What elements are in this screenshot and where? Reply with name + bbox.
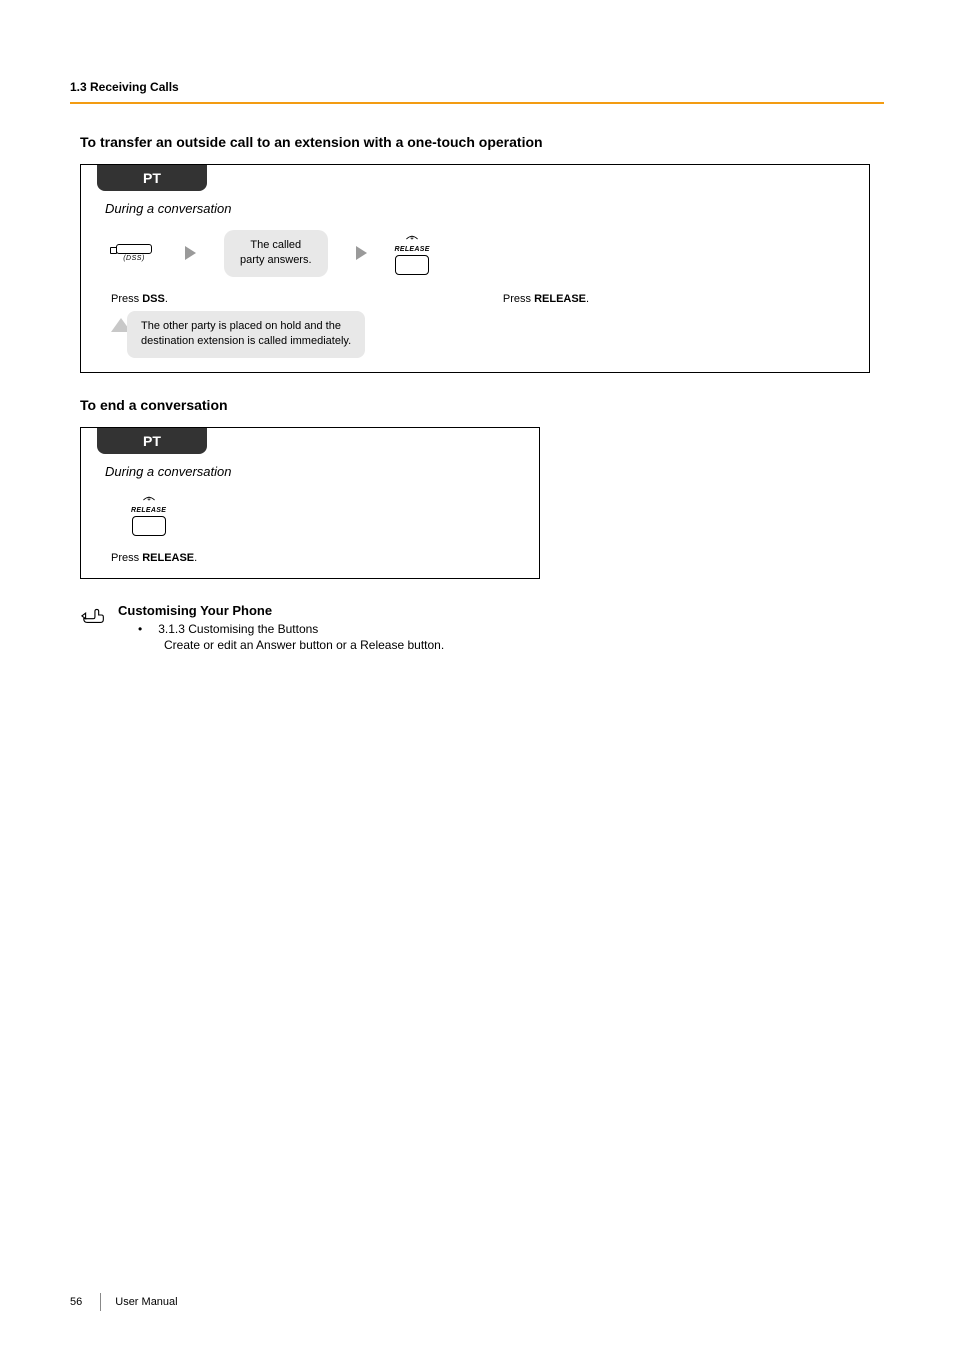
release-key-icon: RELEASE: [395, 232, 430, 275]
bullet-line: • 3.1.3 Customising the Buttons: [138, 622, 884, 636]
diagram-end-conversation: PT During a conversation RELEASE Press R…: [80, 427, 540, 579]
bullet-sub-text: Create or edit an Answer button or a Rel…: [164, 638, 884, 652]
press-release-label: Press RELEASE.: [111, 552, 539, 564]
footer-title: User Manual: [115, 1296, 177, 1308]
flow-row: (DSS) The called party answers. RELEASE: [111, 230, 869, 277]
pt-tab: PT: [97, 165, 207, 191]
diagram-transfer: PT During a conversation (DSS) The calle…: [80, 164, 870, 373]
pt-tab: PT: [97, 428, 207, 454]
hand-pointing-icon: [80, 605, 108, 630]
section2-title: To end a conversation: [80, 397, 884, 413]
callout-line2: party answers.: [240, 254, 312, 266]
dss-label: (DSS): [123, 255, 145, 262]
press-dss-label: Press DSS.: [111, 293, 168, 305]
section1-title: To transfer an outside call to an extens…: [80, 134, 884, 150]
customising-title: Customising Your Phone: [118, 603, 884, 618]
bullet-dot: •: [138, 622, 142, 636]
header-section-label: 1.3 Receiving Calls: [70, 80, 884, 94]
release-text: RELEASE: [131, 507, 166, 514]
release-text: RELEASE: [395, 246, 430, 253]
customising-section: Customising Your Phone • 3.1.3 Customisi…: [80, 603, 884, 652]
note-callout: The other party is placed on hold and th…: [111, 311, 869, 358]
footer-divider: [100, 1293, 101, 1311]
bullet-link-text: 3.1.3 Customising the Buttons: [158, 622, 318, 636]
press-release-label: Press RELEASE.: [503, 293, 589, 305]
note-text: The other party is placed on hold and th…: [127, 311, 365, 358]
arrow-right-icon: [185, 246, 196, 260]
diagram-subtitle: During a conversation: [105, 201, 869, 216]
callout-line1: The called: [250, 239, 301, 251]
footer: 56 User Manual: [70, 1293, 178, 1311]
callout-called-party: The called party answers.: [224, 230, 328, 277]
dss-key-icon: (DSS): [111, 240, 157, 266]
release-key-icon: RELEASE: [131, 493, 166, 536]
flow-row: RELEASE: [131, 493, 539, 536]
header-divider: [70, 102, 884, 104]
arrow-right-icon: [356, 246, 367, 260]
diagram-subtitle: During a conversation: [105, 464, 539, 479]
page-number: 56: [70, 1296, 82, 1308]
